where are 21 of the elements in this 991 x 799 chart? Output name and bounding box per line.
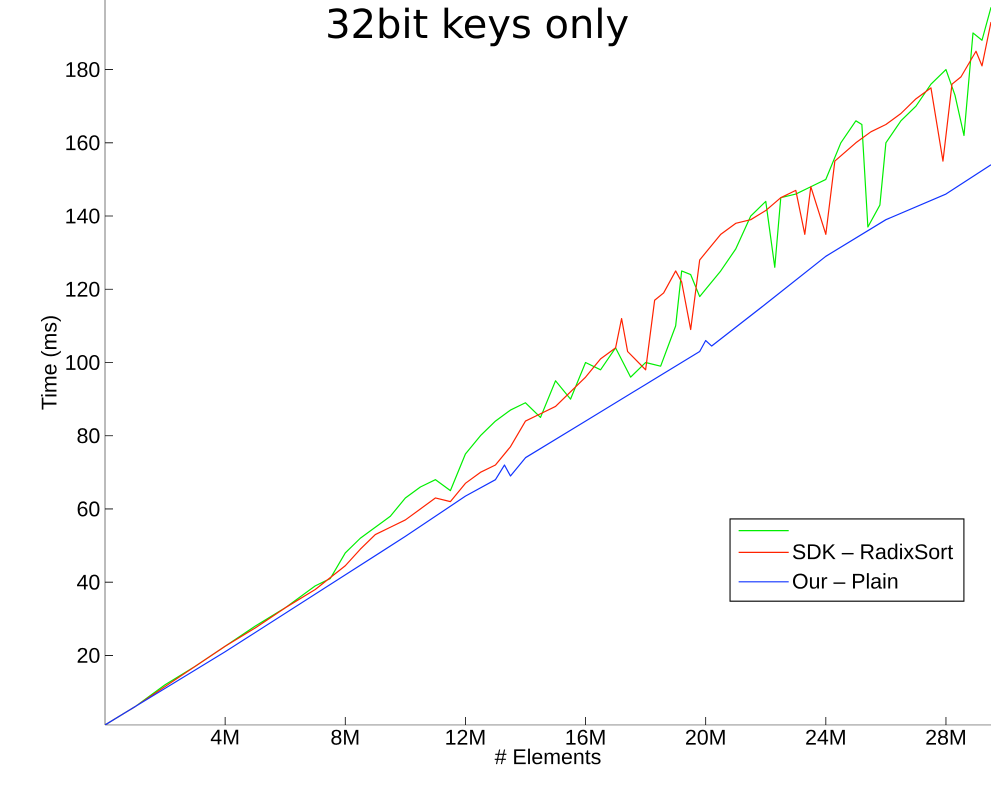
x-axis-title: # Elements bbox=[494, 748, 601, 764]
y-tick-label: 100 bbox=[66, 354, 100, 370]
x-tick-label: 24M bbox=[806, 730, 845, 745]
x-tick-label: 16M bbox=[566, 730, 605, 745]
y-tick-label: 120 bbox=[66, 282, 100, 297]
x-tick-label: 28M bbox=[926, 730, 965, 745]
x-tick-label: 20M bbox=[686, 730, 725, 745]
legend-label: SDK – RadixSort bbox=[792, 544, 954, 560]
x-tick-label: 12M bbox=[446, 730, 484, 745]
x-tick-label: 8M bbox=[331, 730, 358, 745]
chart-title: 32bit keys only bbox=[328, 8, 628, 46]
y-tick-label: 60 bbox=[78, 501, 100, 517]
y-axis-title: Time (ms) bbox=[41, 316, 61, 410]
y-tick-label: 180 bbox=[66, 62, 100, 78]
x-tick-label: 4M bbox=[210, 730, 238, 744]
y-tick-label: 40 bbox=[77, 574, 100, 590]
legend-label: Our – Plain bbox=[792, 573, 898, 589]
y-tick-label: 160 bbox=[66, 135, 100, 150]
y-tick-label: 140 bbox=[66, 208, 100, 224]
y-tick-label: 20 bbox=[78, 648, 100, 663]
y-tick-label: 80 bbox=[77, 428, 100, 444]
